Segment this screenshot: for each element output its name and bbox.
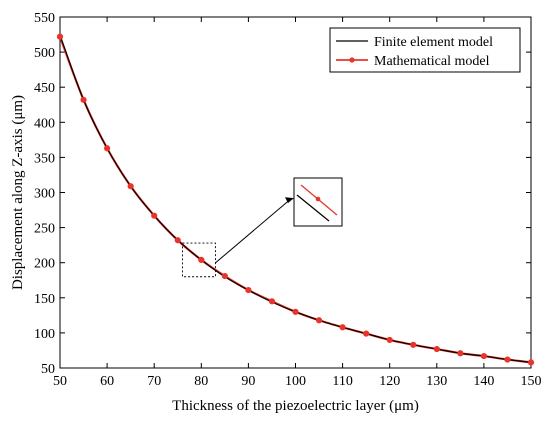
data-point-mathematical-model — [174, 237, 181, 244]
data-point-mathematical-model — [198, 256, 205, 263]
x-tick-label: 100 — [285, 374, 306, 389]
data-point-mathematical-model — [56, 33, 64, 40]
data-point-mathematical-model — [315, 317, 323, 324]
x-tick-label: 120 — [379, 374, 400, 389]
data-point-mathematical-model — [245, 286, 252, 294]
y-tick-label: 200 — [34, 257, 55, 272]
y-tick-label: 300 — [34, 187, 55, 202]
data-point-mathematical-model — [221, 272, 228, 280]
data-point-mathematical-model — [339, 324, 346, 331]
x-tick-label: 140 — [473, 374, 494, 389]
data-point-mathematical-model — [80, 96, 87, 103]
data-point-mathematical-model — [268, 298, 276, 305]
x-tick-label: 60 — [100, 374, 114, 389]
legend-marker — [349, 57, 355, 63]
x-tick-label: 50 — [53, 374, 67, 389]
x-axis-label: Thickness of the piezoelectric layer (μm… — [172, 398, 419, 414]
y-tick-label: 550 — [34, 11, 55, 26]
data-point-mathematical-model — [386, 336, 393, 344]
x-tick-label: 90 — [241, 374, 255, 389]
data-point-mathematical-model — [504, 356, 511, 363]
data-point-mathematical-model — [104, 145, 111, 152]
data-point-mathematical-model — [292, 308, 299, 315]
data-point-mathematical-model — [363, 330, 370, 337]
y-tick-label: 50 — [41, 362, 55, 377]
zoom-inset — [182, 177, 343, 278]
x-tick-label: 80 — [194, 374, 208, 389]
x-tick-label: 130 — [426, 374, 447, 389]
data-point-mathematical-model — [151, 212, 158, 219]
series-layer — [56, 33, 535, 366]
y-tick-label: 450 — [34, 81, 55, 96]
legend-label: Finite element model — [374, 35, 493, 50]
data-point-mathematical-model — [480, 352, 487, 360]
data-point-mathematical-model — [410, 341, 417, 348]
zoom-source-box — [182, 242, 216, 278]
zoom-inset-black-line — [296, 194, 330, 222]
x-tick-label: 70 — [147, 374, 161, 389]
data-point-mathematical-model — [127, 183, 134, 190]
x-tick-label: 150 — [521, 374, 542, 389]
y-tick-label: 500 — [34, 46, 55, 61]
y-tick-label: 100 — [34, 327, 55, 342]
legend-box — [329, 27, 521, 73]
legend: Finite element model Mathematical model — [329, 27, 521, 73]
x-tick-label: 110 — [332, 374, 352, 389]
legend-label: Mathematical model — [374, 54, 490, 69]
zoom-arrow-head — [285, 197, 294, 203]
axes: 50 60 70 80 90 100 110 120 130 140 150 50 100 150 200 2… — [34, 11, 542, 389]
y-axis-label: Displacement along Z-axis (μm) — [10, 95, 26, 290]
zoom-inset-red-marker — [315, 196, 321, 202]
zoom-arrow-line — [215, 199, 291, 264]
y-tick-label: 400 — [34, 116, 55, 131]
data-point-mathematical-model — [433, 345, 440, 353]
data-point-mathematical-model — [457, 350, 464, 357]
y-tick-label: 250 — [34, 222, 55, 237]
y-tick-label: 350 — [34, 151, 55, 166]
y-tick-label: 150 — [34, 292, 55, 307]
data-point-mathematical-model — [527, 359, 535, 366]
